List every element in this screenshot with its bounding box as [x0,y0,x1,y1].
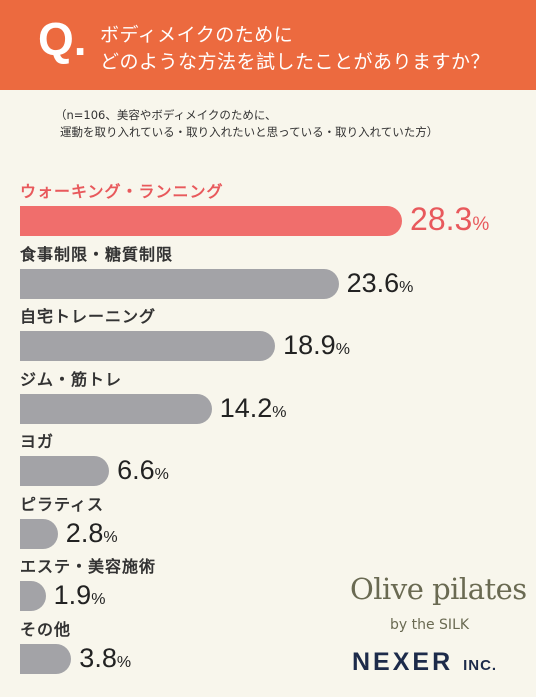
value-label: 14.2% [220,393,287,424]
bar [20,643,72,674]
category-label: 自宅トレーニング [20,307,157,326]
category-label: ウォーキング・ランニング [20,182,224,201]
value-unit: % [154,466,169,483]
value-number: 1.9 [53,580,92,610]
category-label: 食事制限・糖質制限 [20,244,174,264]
value-unit: % [91,591,106,608]
value-number: 3.8 [79,642,117,673]
value-number: 18.9 [283,330,336,360]
category-label: ジム・筋トレ [20,369,123,389]
company-name: NEXER [352,648,454,676]
value-number: 2.8 [65,517,104,548]
category-label: エステ・美容施術 [20,557,157,576]
value-number: 28.3 [410,201,473,237]
bar [20,518,58,549]
bar [20,206,403,236]
category-label: ヨガ [20,432,55,451]
value-number: 23.6 [346,267,400,298]
value-label: 6.6% [117,455,169,486]
brand-by-the-silk: by the SILK [390,617,470,633]
value-unit: % [335,341,350,358]
value-label: 28.3% [410,201,489,238]
value-unit: % [399,278,414,296]
category-label: ピラティス [20,494,105,514]
value-unit: % [116,653,132,671]
value-label: 2.8% [66,518,118,549]
value-label: 3.8% [79,643,131,674]
value-unit: % [472,214,490,235]
header-banner: Q. ボディメイクのために どのような方法を試したことがありますか？ [0,0,536,90]
question-line-2: どのような方法を試したことがありますか？ [100,51,491,73]
value-label: 18.9% [283,330,350,361]
bar [20,393,212,424]
value-number: 14.2 [219,392,273,423]
value-number: 6.6 [117,455,155,485]
sample-note-line-1: （n=106、美容やボディメイクのために、 [55,108,277,122]
value-unit: % [103,528,118,546]
question-mark: Q. [38,13,87,65]
bar [20,331,276,361]
value-label: 23.6% [347,268,414,299]
sample-note-line-2: 運動を取り入れている・取り入れたいと思っている・取り入れていた方） [60,125,439,139]
bar [20,268,339,299]
bar [20,581,46,611]
value-label: 1.9% [54,580,106,611]
category-label: その他 [20,619,72,639]
bar [20,456,110,486]
value-unit: % [272,403,287,421]
nexer-logo: NEXER INC. [352,648,497,677]
question-line-1: ボディメイクのために [100,24,294,46]
company-suffix: INC. [463,657,498,674]
brand-olive-pilates: Olive pilates [350,572,527,606]
